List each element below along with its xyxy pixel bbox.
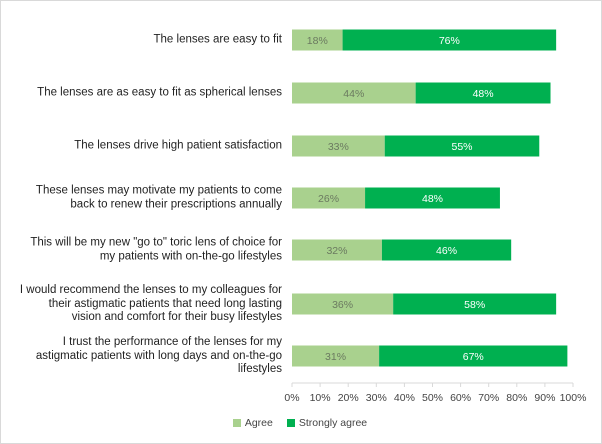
x-tick-label: 80% [506, 392, 527, 404]
bar-agree [292, 345, 380, 367]
category-label-line: lifestyles [237, 362, 282, 375]
category-label-line: I trust the performance of the lenses fo… [62, 335, 282, 348]
bar-agree [292, 29, 343, 51]
data-label-agree: 32% [326, 245, 347, 257]
category-label-line: back to renew their prescriptions annual… [70, 198, 282, 210]
legend-item-strongly-agree: Strongly agree [286, 417, 368, 429]
category-label-line: The lenses are as easy to fit as spheric… [37, 86, 282, 99]
bar-strongly-agree [381, 239, 512, 261]
data-label-strongly-agree: 48% [422, 193, 443, 205]
data-label-strongly-agree: 55% [451, 141, 472, 153]
category-label: This will be my new "go to" toric lens o… [2, 237, 282, 264]
bar-agree [292, 82, 416, 104]
legend: Agree Strongly agree [0, 415, 600, 431]
x-tick-label: 90% [534, 392, 555, 404]
bar-agree [292, 293, 394, 315]
category-label-line: their astigmatic patients that need long… [48, 297, 282, 310]
data-label-strongly-agree: 67% [463, 351, 484, 363]
bar-strongly-agree [415, 82, 551, 104]
legend-swatch-agree [232, 419, 241, 427]
x-tick-label: 0% [284, 392, 299, 404]
category-label: I trust the performance of the lenses fo… [2, 336, 282, 377]
x-tick-label: 50% [422, 392, 443, 404]
data-label-strongly-agree: 76% [439, 35, 460, 47]
category-label-line: my patients with on-the-go lifestyles [99, 250, 282, 262]
category-label-line: The lenses are easy to fit [153, 33, 282, 46]
bar-strongly-agree [342, 29, 557, 51]
data-label-strongly-agree: 46% [436, 245, 457, 257]
data-label-agree: 44% [343, 88, 364, 100]
category-label: These lenses may motivate my patients to… [2, 185, 282, 212]
data-label-agree: 18% [307, 35, 328, 47]
category-label: I would recommend the lenses to my colle… [2, 284, 282, 325]
data-label-agree: 31% [325, 351, 346, 363]
bar-strongly-agree [379, 345, 568, 367]
category-label-line: These lenses may motivate my patients to… [35, 184, 282, 197]
category-label-line: I would recommend the lenses to my colle… [19, 283, 282, 296]
x-tick-label: 70% [478, 392, 499, 404]
bar-agree [292, 239, 382, 261]
data-label-strongly-agree: 58% [464, 299, 485, 311]
x-tick-label: 60% [450, 392, 471, 404]
data-label-agree: 33% [328, 141, 349, 153]
legend-swatch-strongly-agree [286, 419, 295, 427]
legend-label-agree: Agree [244, 417, 273, 429]
category-label: The lenses are easy to fit [2, 33, 282, 47]
bar-strongly-agree [365, 187, 500, 209]
x-tick-label: 10% [310, 392, 331, 404]
category-label-line: This will be my new "go to" toric lens o… [30, 236, 282, 249]
data-label-agree: 36% [332, 299, 353, 311]
bar-strongly-agree [384, 135, 540, 157]
bar-agree [292, 135, 385, 157]
data-label-strongly-agree: 48% [473, 88, 494, 100]
category-label: The lenses are as easy to fit as spheric… [2, 86, 282, 100]
bar-agree [292, 187, 366, 209]
x-tick-label: 100% [560, 392, 587, 404]
x-tick-label: 40% [394, 392, 415, 404]
bar-strongly-agree [393, 293, 557, 315]
category-label-line: astigmatic patients with long days and o… [35, 349, 282, 362]
x-tick-label: 20% [338, 392, 359, 404]
category-label: The lenses drive high patient satisfacti… [2, 139, 282, 153]
category-label-line: vision and comfort for their busy lifest… [71, 310, 282, 323]
category-label-line: The lenses drive high patient satisfacti… [74, 139, 282, 152]
x-tick-label: 30% [366, 392, 387, 404]
legend-item-agree: Agree [232, 417, 273, 429]
legend-label-strongly-agree: Strongly agree [298, 417, 368, 429]
data-label-agree: 26% [318, 193, 339, 205]
